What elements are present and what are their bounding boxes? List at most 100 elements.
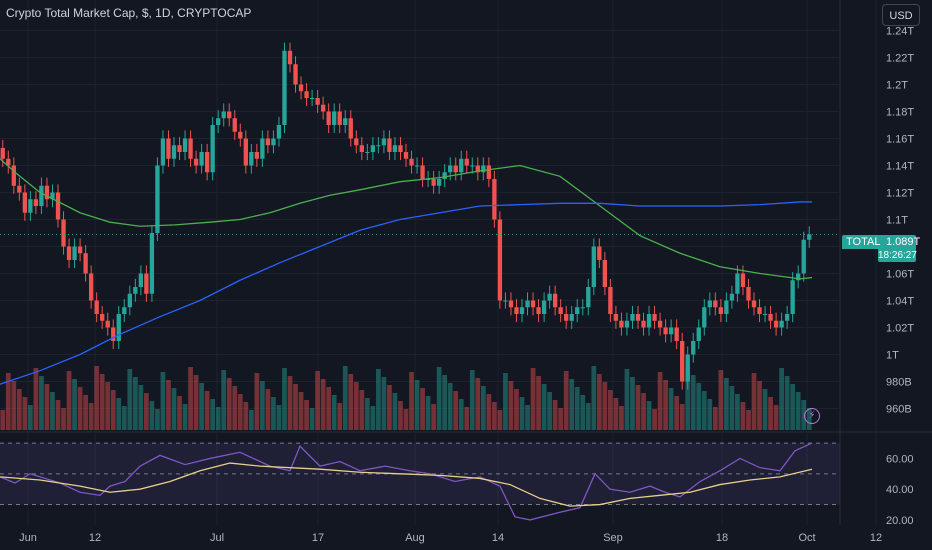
candle-body [779,320,784,328]
candle-body [713,300,718,308]
volume-bar [530,368,536,430]
volume-bar [326,387,332,430]
candle-body [354,138,359,146]
volume-bar [381,377,387,430]
x-tick-label: 17 [312,532,324,544]
x-tick-label: 18 [716,532,728,544]
candle-body [171,145,177,159]
volume-bar [574,387,580,430]
volume-bar [652,409,657,430]
volume-bar [226,378,232,430]
candle-body [541,300,547,314]
candle-body [392,145,398,152]
candle-body [552,293,558,308]
volume-bar [116,398,122,430]
candle-body [525,300,530,308]
candle-body [28,199,33,213]
y-tick-label: 1T [886,350,899,362]
candle-body [260,138,265,159]
candle-body [751,300,757,308]
candle-body [591,246,596,287]
volume-bar [342,366,348,430]
volume-bar [320,379,326,430]
volume-bar [795,392,801,430]
volume-bar [182,404,188,430]
candle-body [298,84,304,92]
volume-bar [558,408,564,430]
candle-body [586,287,591,308]
candle-body [735,273,740,294]
lightning-icon[interactable]: ⚡ [804,408,820,424]
volume-bar [177,396,182,430]
rsi-tick-label: 60.00 [886,453,914,465]
y-tick-label: 1.18T [886,107,914,119]
volume-bar [44,384,50,430]
candle-body [315,98,320,105]
volume-bar [50,392,55,430]
candle-body [597,246,602,260]
currency-button[interactable]: USD [882,4,920,26]
volume-bar [276,405,282,430]
volume-bar [304,400,309,430]
candle-body [801,239,806,274]
volume-bar [298,392,304,430]
candle-body [762,314,768,315]
candle-body [287,50,293,65]
candle-body [403,152,409,159]
volume-bar [746,410,751,430]
volume-bar [237,394,243,430]
volume-bar [801,400,807,430]
candle-body [370,145,376,152]
volume-bar [608,390,613,430]
candle-body [50,192,55,200]
candle-body [796,273,801,281]
volume-bar [337,403,343,430]
volume-bar [707,399,713,430]
y-tick-label: 1.06T [886,269,914,281]
volume-bar [55,400,61,430]
candle-body [773,320,779,328]
candle-body [105,320,110,328]
y-tick-label: 1.1T [886,215,908,227]
volume-bar [486,394,492,430]
volume-bar [166,380,171,430]
volume-bar [442,375,448,430]
candle-body [11,165,16,186]
candle-body [17,185,22,193]
volume-bar [729,386,735,430]
candle-body [442,172,447,179]
candle-body [486,165,492,179]
candle-body [575,307,580,314]
volume-bar [149,401,155,430]
volume-bar [215,407,221,430]
candle-body [365,152,370,153]
volume-bar [127,369,133,430]
volume-bar [762,389,768,430]
candle-body [564,314,569,321]
volume-bar [254,373,260,430]
candle-body [122,307,127,314]
volume-bar [635,385,641,430]
y-tick-label: 1.24T [886,26,914,38]
volume-bar [525,405,530,430]
candle-body [652,314,657,321]
candle-body [293,64,298,85]
candle-body [674,327,679,341]
candle-body [304,91,309,98]
rsi-tick-label: 40.00 [886,484,914,496]
volume-bar [77,387,83,430]
rsi-ma-line [0,462,813,507]
volume-bar [541,384,547,430]
volume-bar [519,397,525,430]
volume-bar [735,394,740,430]
volume-bar [199,383,204,430]
candle-body [232,118,237,132]
volume-bar [243,402,249,430]
candle-body [453,165,458,173]
candlesticks [0,42,812,390]
candle-body [6,158,11,166]
candle-body [641,320,646,328]
volume-bar [431,404,436,430]
candle-body [724,300,729,314]
